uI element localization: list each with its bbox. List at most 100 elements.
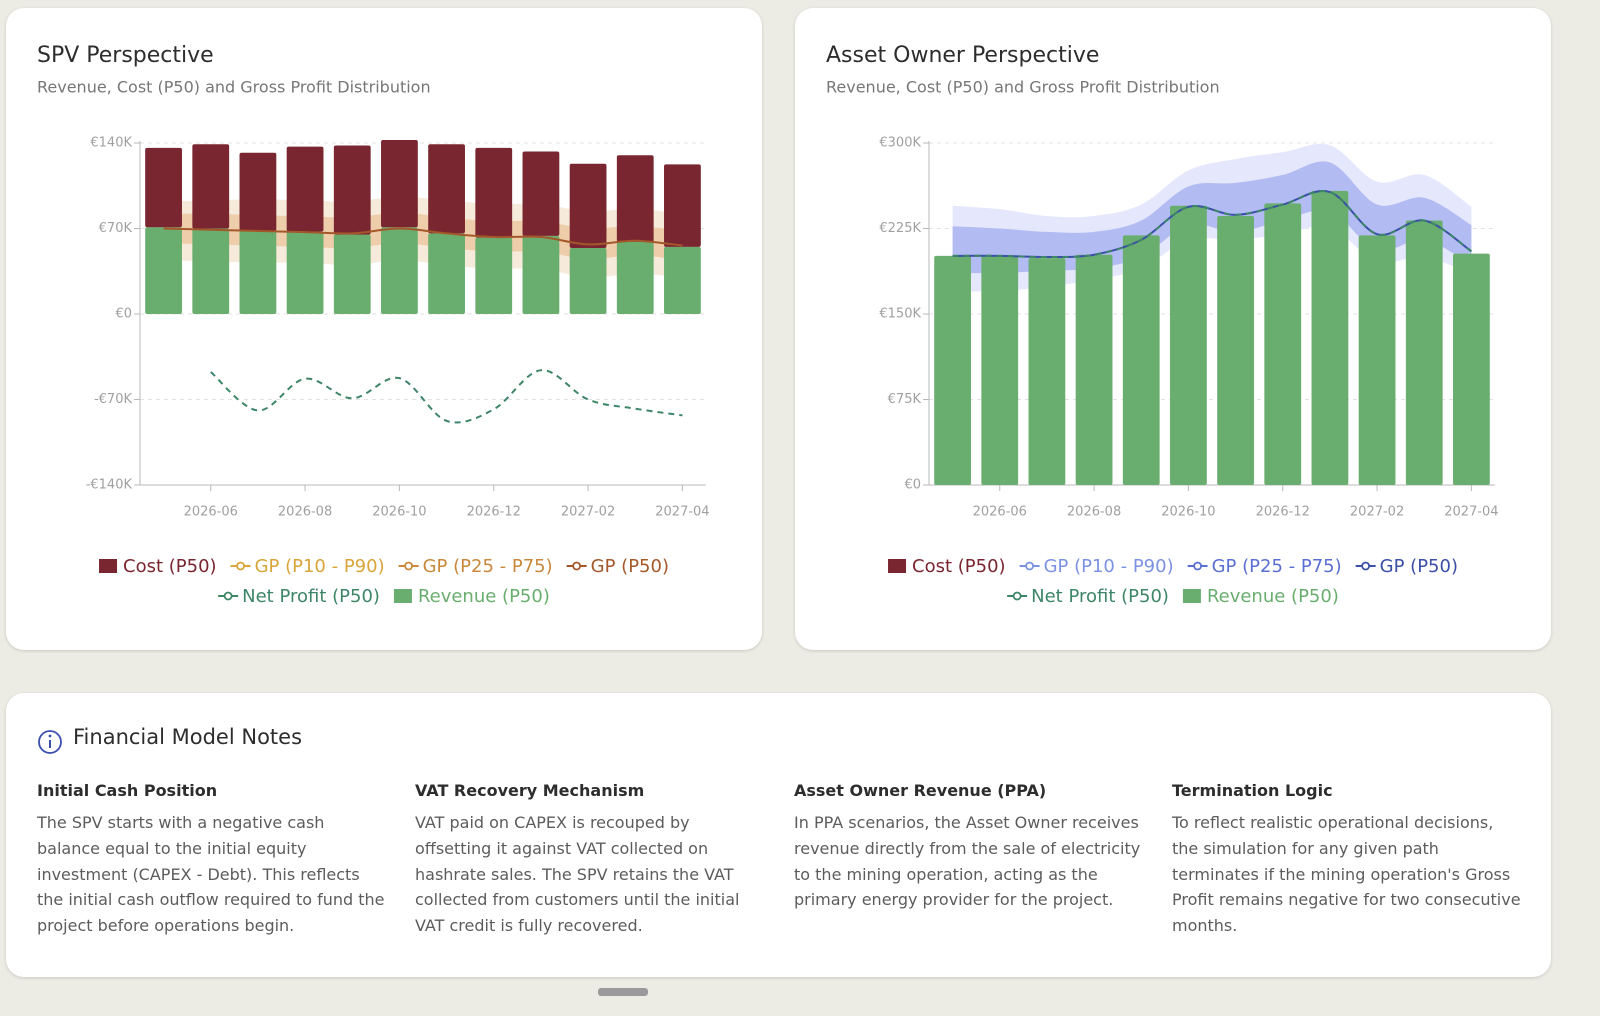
bar	[192, 228, 230, 314]
legend-item: GP (P50)	[1355, 556, 1458, 577]
bar	[428, 233, 465, 314]
legend-label: GP (P25 - P75)	[423, 556, 553, 577]
y-tick-label: €70K	[99, 221, 133, 236]
bar	[381, 227, 418, 314]
x-tick-label: 2026-08	[1067, 505, 1121, 520]
x-tick-label: 2026-10	[1161, 505, 1215, 520]
bar	[286, 146, 324, 232]
x-tick-label: 2027-04	[1444, 505, 1498, 520]
legend-item: GP (P50)	[566, 556, 669, 577]
legend-label: GP (P10 - P90)	[1044, 556, 1174, 577]
note: VAT Recovery Mechanism VAT paid on CAPEX …	[415, 781, 765, 939]
chart: Asset Owner Perspective Revenue, Cost (P5…	[826, 43, 1499, 607]
bar	[1170, 205, 1207, 485]
bar	[522, 151, 560, 236]
spv-card: SPV Perspective Revenue, Cost (P50) and G…	[6, 8, 762, 650]
legend-label: Revenue (P50)	[1207, 586, 1339, 607]
x-tick-label: 2026-12	[1256, 505, 1310, 520]
y-tick-label: €150K	[879, 307, 921, 322]
legend-dot	[1193, 561, 1203, 571]
bar	[1358, 235, 1396, 485]
legend-item: Net Profit (P50)	[218, 586, 380, 607]
x-tick-label: 2026-08	[278, 505, 332, 520]
legend-label: Net Profit (P50)	[1031, 586, 1169, 607]
y-tick-label: €0	[904, 478, 921, 493]
bar	[239, 152, 277, 231]
bar	[145, 147, 182, 228]
y-tick-label: -€70K	[94, 392, 133, 407]
bar	[428, 144, 465, 234]
note-text: To reflect realistic operational decisio…	[1172, 813, 1521, 936]
legend-swatch	[1182, 589, 1201, 603]
bar	[664, 246, 701, 314]
notes-title: Financial Model Notes	[73, 725, 303, 749]
note-heading: Termination Logic	[1172, 781, 1333, 800]
legend-label: GP (P50)	[591, 556, 669, 577]
x-tick-label: 2026-06	[973, 505, 1027, 520]
bar	[934, 255, 971, 485]
bar	[1075, 254, 1113, 485]
legend-label: GP (P10 - P90)	[255, 556, 385, 577]
legend-item: GP (P25 - P75)	[398, 556, 553, 577]
legend-label: Net Profit (P50)	[242, 586, 380, 607]
bar	[1264, 203, 1302, 486]
x-tick-label: 2026-06	[184, 505, 238, 520]
y-tick-label: €75K	[888, 392, 922, 407]
note: Asset Owner Revenue (PPA) In PPA scenario…	[794, 781, 1144, 913]
bar	[616, 155, 654, 242]
y-tick-label: €225K	[879, 221, 921, 236]
bar	[981, 255, 1019, 485]
legend-dot	[1361, 561, 1371, 571]
bar	[475, 237, 513, 314]
bar	[1405, 220, 1443, 485]
legend-swatch	[99, 559, 118, 573]
asset-owner-card: Asset Owner Perspective Revenue, Cost (P5…	[795, 8, 1551, 650]
x-tick-label: 2026-12	[467, 505, 521, 520]
bar	[381, 139, 418, 228]
y-tick-label: -€140K	[86, 478, 133, 493]
bar	[192, 144, 230, 229]
bar	[1217, 215, 1254, 485]
legend-dot	[1025, 561, 1034, 571]
legend-item: Revenue (P50)	[1182, 586, 1339, 607]
legend-item: Net Profit (P50)	[1007, 586, 1169, 607]
legend-item: Cost (P50)	[888, 556, 1006, 577]
bar	[1453, 253, 1490, 485]
bar	[239, 230, 277, 314]
x-tick-label: 2027-02	[561, 505, 615, 520]
legend-dot	[404, 561, 414, 571]
bar	[522, 235, 560, 314]
y-tick-label: €140K	[90, 136, 132, 151]
bar	[1028, 258, 1066, 485]
legend-item: Revenue (P50)	[393, 586, 550, 607]
bar	[616, 241, 654, 314]
bar	[333, 145, 371, 235]
y-tick-label: €300K	[879, 136, 921, 151]
chart-title: SPV Perspective	[37, 43, 214, 68]
legend-item: GP (P10 - P90)	[1019, 556, 1174, 577]
chart-subtitle: Revenue, Cost (P50) and Gross Profit Dis…	[37, 78, 431, 97]
y-tick-label: €0	[115, 307, 132, 322]
bar	[664, 164, 701, 247]
legend-label: Revenue (P50)	[418, 586, 550, 607]
legend-item: GP (P10 - P90)	[230, 556, 385, 577]
legend-dot	[1012, 591, 1022, 601]
legend-dot	[223, 591, 233, 601]
bar	[475, 147, 513, 238]
legend-swatch	[888, 559, 907, 573]
legend-dot	[236, 561, 245, 571]
bar	[286, 231, 324, 314]
note-text: VAT paid on CAPEX is recouped by offsett…	[415, 813, 740, 936]
gp-band	[952, 161, 1472, 274]
chart: SPV Perspective Revenue, Cost (P50) and G…	[37, 43, 710, 607]
bar	[1122, 235, 1160, 485]
legend-label: GP (P50)	[1380, 556, 1458, 577]
legend-swatch	[393, 589, 412, 603]
note-heading: Asset Owner Revenue (PPA)	[794, 781, 1047, 800]
bar	[569, 248, 607, 314]
legend-label: GP (P25 - P75)	[1212, 556, 1342, 577]
scroll-handle[interactable]	[598, 988, 648, 996]
note-heading: Initial Cash Position	[37, 781, 218, 800]
line	[210, 369, 683, 424]
